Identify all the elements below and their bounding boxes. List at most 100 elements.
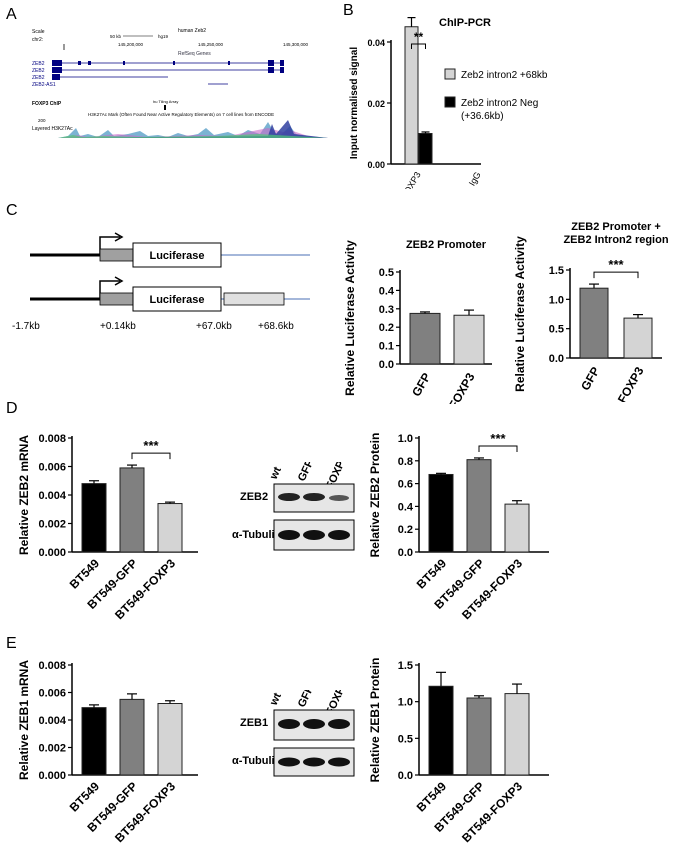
bar-zeb2-mrna-1	[119, 467, 145, 553]
chart-zeb2-promoter-intron: ZEB2 Promoter +ZEB2 Intron2 region 0.0 0.5…	[513, 221, 669, 402]
bar-zeb1-mrna-0	[81, 707, 107, 776]
chart-chip-sig-label: **	[414, 30, 424, 44]
browser-chr-label: chr2:	[32, 37, 43, 43]
bar-promoter-intron-1	[623, 317, 653, 359]
chart-promoter-ytick-label-3: 0.3	[379, 304, 394, 316]
chart-zeb1-protein-ytick-label-2: 1.0	[398, 697, 413, 709]
blot-e-tubulin-band-wt	[278, 757, 300, 767]
blot-e-lane-wt: wt	[267, 691, 284, 708]
browser-tiling: hu Tiling Array	[153, 99, 178, 104]
blot-d-zeb2-label: ZEB2	[240, 491, 268, 503]
browser-coord-3: 145,300,000	[283, 42, 309, 47]
chart-promoter-intron-ytick-label-0: 0.0	[549, 353, 564, 365]
luciferase-box-2	[132, 286, 222, 312]
bar-zeb2-mrna-2	[157, 503, 183, 553]
chart-zeb2-mrna-sig-label: ***	[143, 438, 159, 453]
bar-zeb1-protein-0	[428, 685, 454, 776]
position-label-2: +0.14kb	[100, 321, 136, 332]
chart-promoter-xlabel-1: FOXP3	[446, 370, 478, 404]
chart-zeb2-mrna-ytick-label-2: 0.004	[38, 490, 66, 502]
bar-zeb2-protein-2	[504, 503, 530, 553]
chart-promoter-intron-ytick-label-3: 1.5	[549, 265, 564, 277]
blot-e-tubulin-band-foxp3	[328, 757, 350, 767]
chart-zeb2-mrna: 0.000 0.002 0.004 0.006 0.008 Relative ZEB2 m…	[17, 433, 198, 622]
blot-d-tubulin-band-wt	[278, 530, 300, 540]
panel-letter-a: A	[6, 6, 17, 23]
chart-zeb2-protein-xlabel-0: BT549	[414, 556, 450, 592]
chart-promoter-intron-xlabel-1: FOXP3	[615, 364, 647, 402]
chart-zeb2-mrna-ylabel: Relative ZEB2 mRNA	[17, 435, 31, 555]
track-label-3: ZEB2	[32, 75, 45, 81]
chart-zeb1-mrna-ytick-label-2: 0.004	[38, 715, 66, 727]
browser-scale-label: Scale	[32, 29, 45, 35]
legend-label-2: Zeb2 intron2 Neg	[461, 98, 538, 109]
browser-coord-1: 145,200,000	[118, 42, 144, 47]
intron2-region-box	[223, 292, 285, 306]
blot-e-zeb1-label: ZEB1	[240, 717, 268, 729]
chart-chip-ylabel: Input normalised signal	[349, 47, 360, 159]
chart-zeb2-protein-ytick-label-3: 0.6	[398, 479, 413, 491]
browser-scale-value: 50 kb	[110, 34, 122, 39]
position-label-3: +67.0kb	[196, 321, 232, 332]
chart-zeb2-protein-ytick-label-4: 0.8	[398, 456, 413, 468]
blot-e-lane-gfp: GFP	[296, 690, 316, 709]
blot-d-tubulin-band-gfp	[303, 530, 325, 540]
blot-d-tubulin-band-foxp3	[328, 530, 350, 540]
construct-2: Luciferase	[30, 276, 310, 312]
chart-chip-title-1: ChIP-PCR	[439, 17, 491, 29]
bar-promoter-intron-0	[579, 287, 609, 359]
blot-d-lane-gfp: GFP	[296, 462, 316, 483]
blot-e-zeb1-band-foxp3	[328, 719, 350, 729]
foxp3-peak	[164, 105, 166, 110]
position-label-4: +68.6kb	[258, 321, 294, 332]
browser-refseq-label: RefSeq Genes	[178, 51, 211, 57]
track-label-1: ZEB2	[32, 61, 45, 67]
browser-y200: 200	[38, 118, 46, 123]
blot-d-tubulin-label: α-Tubulin	[232, 529, 282, 541]
position-label-1: -1.7kb	[12, 321, 40, 332]
chart-zeb2-protein-ytick-label-2: 0.4	[398, 501, 414, 513]
chart-zeb1-protein-ylabel: Relative ZEB1 Protein	[368, 658, 382, 783]
chart-zeb2-protein-ylabel: Relative ZEB2 Protein	[368, 433, 382, 558]
chart-zeb1-protein-xlabel-0: BT549	[414, 779, 450, 815]
bar-zeb1-protein-1	[466, 697, 492, 776]
browser-h3k-label: Layered H3K27Ac	[32, 126, 73, 132]
blot-e-zeb1-band-gfp	[303, 719, 325, 729]
chart-zeb1-mrna-xlabel-0: BT549	[67, 779, 103, 815]
panel-letter-e: E	[6, 635, 17, 652]
chart-chip-xlabel-0: anti-FOXP3	[391, 170, 423, 189]
legend-label-1: Zeb2 intron2 +68kb	[461, 70, 548, 81]
construct-diagram: Luciferase Luciferase -1.7kb +0.14kb +67…	[12, 232, 310, 332]
chart-zeb1-mrna: 0.000 0.002 0.004 0.006 0.008 Relative ZEB1 m…	[17, 660, 198, 845]
track-label-2: ZEB2	[32, 68, 45, 74]
luciferase-box-1	[132, 242, 222, 268]
luciferase-label-2: Luciferase	[149, 294, 204, 306]
chart-zeb2-mrna-ytick-label-3: 0.006	[38, 462, 66, 474]
chart-zeb1-protein-ytick-label-0: 0.0	[398, 770, 413, 782]
chart-promoter-intron-sig-bracket	[593, 271, 639, 279]
chart-promoter-intron-title-2: ZEB2 Intron2 region	[563, 234, 668, 246]
chart-chip-pcr: ChIP-PCR 0.00 0.02 0.04 Input normalised sig…	[349, 16, 548, 189]
chart-chip-ytick-label-1: 0.02	[367, 99, 385, 109]
chart-promoter-ytick-label-2: 0.2	[379, 322, 394, 334]
construct-1: Luciferase	[30, 232, 310, 268]
legend-label-3: (+36.6kb)	[461, 111, 504, 122]
chart-zeb2-mrna-ytick-label-0: 0.000	[38, 547, 66, 559]
western-blot-e: wt GFP FOXP3 ZEB1 α-Tubulin	[232, 690, 355, 777]
browser-h3k-desc: H3K27Ac Mark (Often Found Near Active Re…	[88, 112, 274, 117]
chart-zeb2-protein-ytick-label-0: 0.0	[398, 547, 413, 559]
bar-zeb2-protein-0	[428, 473, 454, 553]
chart-zeb2-protein-sig-bracket	[478, 445, 518, 452]
chart-zeb2-mrna-ytick-label-1: 0.002	[38, 519, 66, 531]
luciferase-label-1: Luciferase	[149, 250, 204, 262]
panel-letter-d: D	[6, 400, 18, 417]
chart-zeb1-mrna-ytick-label-3: 0.006	[38, 688, 66, 700]
browser-assembly: hg19	[158, 34, 169, 39]
chart-zeb1-protein-ytick-label-3: 1.5	[398, 660, 413, 672]
blot-d-lane-wt: wt	[267, 465, 284, 482]
chart-zeb1-protein-ytick-label-1: 0.5	[398, 733, 413, 745]
chart-zeb2-promoter: ZEB2 Promoter 0.0 0.1 0.2 0.3 0.4 0.5 Relative …	[343, 239, 492, 404]
chart-promoter-ylabel: Relative Luciferase Activity	[343, 240, 357, 396]
chart-chip-ytick-label-0: 0.00	[367, 160, 385, 170]
